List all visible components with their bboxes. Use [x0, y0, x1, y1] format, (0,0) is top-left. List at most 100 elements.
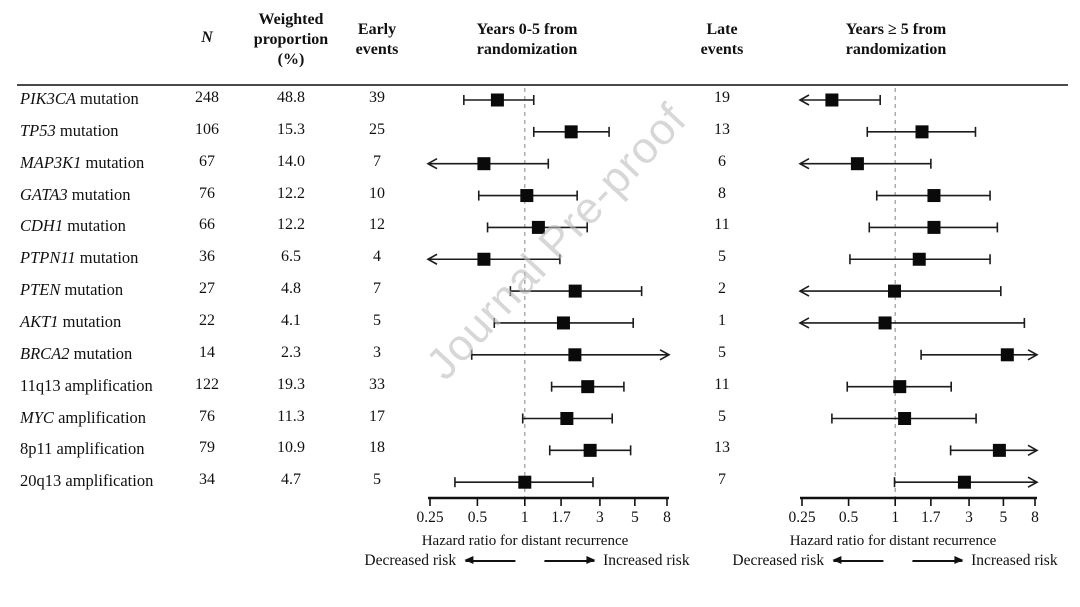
- early-events-value: 18: [369, 439, 385, 457]
- col-header-weighted-line2: proportion: [253, 31, 329, 48]
- col-header-early-line2: events: [355, 41, 399, 58]
- n-value: 14: [199, 343, 215, 361]
- decreased-risk-label: Decreased risk: [732, 552, 825, 569]
- hr-marker: [878, 316, 892, 330]
- x-axis-tick-label: 8: [1031, 509, 1039, 526]
- x-axis-tick-label: 0.5: [839, 509, 859, 526]
- hr-marker: [850, 157, 864, 171]
- x-axis-tick-label: 5: [1000, 509, 1008, 526]
- ci-left-arrow-icon: [798, 158, 810, 170]
- hr-marker: [893, 380, 907, 394]
- x-axis-tick-label: 0.25: [416, 509, 443, 526]
- x-axis-tick-label: 1: [521, 509, 529, 526]
- col-header-late-line1: Late: [706, 21, 738, 38]
- hr-marker: [531, 220, 545, 234]
- x-axis-tick-label: 3: [596, 509, 604, 526]
- n-value: 76: [199, 407, 215, 425]
- n-value: 67: [199, 152, 215, 170]
- hr-marker: [927, 220, 941, 234]
- weighted-pct-value: 19.3: [277, 375, 305, 393]
- weighted-pct-value: 48.8: [277, 89, 305, 106]
- weighted-pct-value: 14.0: [277, 152, 305, 170]
- late-events-value: 11: [714, 375, 730, 393]
- col-header-weighted-line3: (%): [277, 51, 305, 68]
- late-events-value: 5: [718, 343, 726, 361]
- hr-marker: [477, 157, 491, 171]
- late-events-value: 5: [718, 407, 726, 425]
- x-axis-label-late: Hazard ratio for distant recurrence: [789, 533, 997, 549]
- late-events-value: 11: [714, 216, 730, 234]
- n-value: 79: [199, 439, 215, 457]
- early-events-value: 5: [373, 311, 381, 329]
- forest-panel-late: 0.25 0.5 1 1.7 3 5 8: [788, 88, 1039, 526]
- x-axis-tick-label: 1.7: [551, 509, 571, 526]
- n-value: 22: [199, 311, 215, 329]
- x-axis-tick-label: 5: [631, 509, 639, 526]
- hr-marker: [518, 475, 532, 489]
- row-label: 20q13 amplification: [20, 471, 154, 491]
- col-header-early-line1: Early: [357, 21, 397, 38]
- row-label: 11q13 amplification: [20, 375, 153, 395]
- ci-left-arrow-icon: [798, 285, 810, 297]
- weighted-pct-value: 12.2: [277, 216, 305, 234]
- row-label: MYC amplification: [20, 407, 147, 427]
- col-header-late-line2: events: [700, 41, 744, 58]
- increased-risk-label: Increased risk: [971, 552, 1058, 569]
- ci-left-arrow-icon: [426, 253, 438, 265]
- row-label: MAP3K1 mutation: [20, 152, 145, 172]
- late-events-value: 13: [714, 120, 730, 138]
- hr-marker: [560, 412, 574, 425]
- row-label: PIK3CA mutation: [20, 89, 139, 108]
- decreased-risk-arrow-icon: [832, 557, 884, 564]
- hr-marker: [568, 348, 582, 362]
- late-events-value: 13: [714, 439, 730, 457]
- increased-risk-label: Increased risk: [603, 552, 690, 569]
- decreased-risk-label: Decreased risk: [364, 552, 457, 569]
- early-events-value: 17: [369, 407, 385, 425]
- weighted-pct-value: 4.7: [281, 471, 301, 489]
- row-label: BRCA2 mutation: [20, 343, 133, 363]
- early-events-value: 39: [369, 89, 385, 106]
- x-axis-label-early: Hazard ratio for distant recurrence: [421, 533, 629, 549]
- late-events-value: 6: [718, 152, 726, 170]
- x-axis-tick-label: 3: [965, 509, 973, 526]
- n-value: 248: [195, 89, 219, 106]
- hr-marker: [927, 189, 941, 203]
- increased-risk-arrow-icon: [544, 557, 596, 564]
- late-events-value: 2: [718, 280, 726, 298]
- decreased-risk-arrow-icon: [464, 557, 516, 564]
- n-value: 36: [199, 248, 215, 266]
- panel-header-years-ge5-line2: randomization: [845, 41, 947, 58]
- n-value: 66: [199, 216, 215, 234]
- hr-marker: [898, 412, 912, 425]
- ci-right-arrow-icon: [659, 349, 671, 361]
- early-events-value: 3: [373, 343, 381, 361]
- late-events-value: 19: [714, 89, 730, 106]
- n-value: 76: [199, 184, 215, 202]
- weighted-pct-value: 11.3: [277, 407, 305, 425]
- hr-marker: [912, 252, 926, 266]
- early-events-value: 7: [373, 152, 381, 170]
- early-events-value: 12: [369, 216, 385, 234]
- late-events-value: 7: [718, 471, 726, 489]
- panel-header-years-0-5: Years 0-5 from randomization: [417, 20, 637, 60]
- header-separator-line: [17, 84, 1068, 86]
- early-events-value: 7: [373, 280, 381, 298]
- row-label: GATA3 mutation: [20, 184, 131, 204]
- late-events-value: 1: [718, 311, 726, 329]
- x-axis-tick-label: 0.25: [788, 509, 815, 526]
- risk-legend-late: Decreased risk Increased risk: [732, 552, 1057, 570]
- x-axis-tick-label: 1: [891, 509, 899, 526]
- hr-marker: [957, 475, 971, 489]
- hr-marker: [490, 93, 504, 107]
- weighted-pct-value: 2.3: [281, 343, 301, 361]
- ci-right-arrow-icon: [1027, 349, 1039, 361]
- late-events-value: 5: [718, 248, 726, 266]
- row-label: 8p11 amplification: [20, 439, 145, 459]
- hr-marker: [915, 125, 929, 139]
- increased-risk-arrow-icon: [912, 557, 964, 564]
- early-events-value: 25: [369, 120, 385, 138]
- row-label: PTPN11 mutation: [20, 248, 139, 268]
- hr-marker: [581, 380, 595, 394]
- row-label: TP53 mutation: [20, 120, 119, 140]
